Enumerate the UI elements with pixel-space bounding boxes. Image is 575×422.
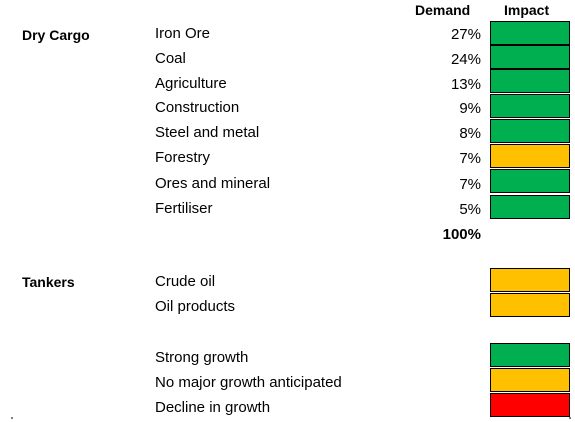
row-label: Coal (155, 50, 186, 67)
impact-cell (490, 21, 570, 45)
legend-label: No major growth anticipated (155, 374, 342, 391)
legend-swatch (490, 343, 570, 367)
demand-total: 100% (442, 226, 481, 243)
legend-label: Decline in growth (155, 399, 271, 416)
demand-value: 27% (450, 26, 481, 43)
demand-value: 7% (459, 150, 481, 167)
impact-cell (490, 293, 570, 317)
demand-value: 8% (459, 125, 481, 142)
tankers-section-title: Tankers (22, 274, 75, 290)
row-label: Ores and mineral (155, 175, 271, 192)
impact-cell (490, 144, 570, 168)
legend-swatch (490, 368, 570, 392)
corner-mark (569, 417, 571, 419)
row-label: Agriculture (155, 75, 227, 92)
demand-value: 7% (459, 176, 481, 193)
impact-cell (490, 94, 570, 118)
impact-cell (490, 69, 570, 93)
legend-label: Strong growth (155, 349, 249, 366)
impact-cell (490, 45, 570, 69)
impact-cell (490, 195, 570, 219)
impact-cell (490, 169, 570, 193)
corner-mark (11, 417, 13, 419)
dry-cargo-section-title: Dry Cargo (22, 27, 90, 43)
row-label: Iron Ore (155, 25, 211, 42)
legend-swatch (490, 393, 570, 417)
row-label: Forestry (155, 149, 211, 166)
demand-column-header: Demand (415, 2, 471, 18)
row-label: Construction (155, 99, 240, 116)
impact-cell (490, 119, 570, 143)
row-label: Oil products (155, 298, 236, 315)
demand-value: 5% (459, 201, 481, 218)
impact-cell (490, 268, 570, 292)
impact-column-header: Impact (504, 2, 550, 18)
row-label: Fertiliser (155, 200, 213, 217)
demand-value: 13% (450, 76, 481, 93)
demand-value: 9% (459, 100, 481, 117)
row-label: Crude oil (155, 273, 216, 290)
demand-value: 24% (450, 51, 481, 68)
row-label: Steel and metal (155, 124, 260, 141)
